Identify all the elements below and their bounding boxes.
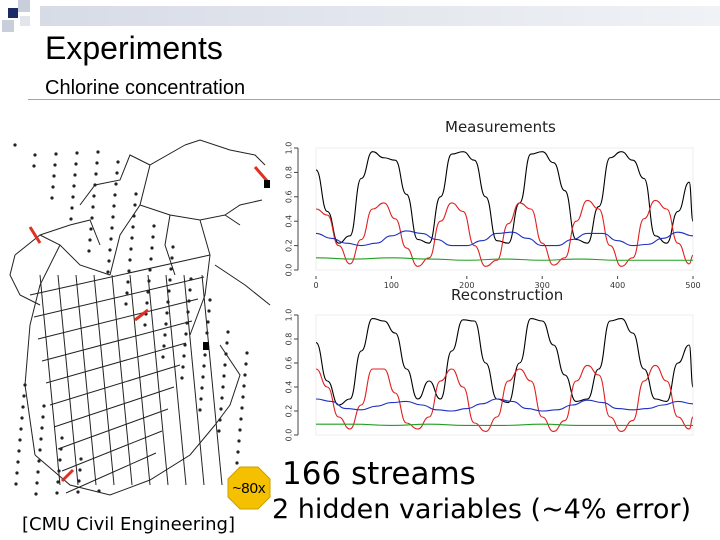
x-tick-label: 200 — [459, 281, 474, 290]
corner-decoration — [0, 0, 40, 40]
hidden-variables-text: 2 hidden variables (~4% error) — [272, 494, 692, 525]
x-tick-label: 500 — [685, 281, 700, 290]
series-line-0 — [315, 151, 694, 244]
series-line-0 — [315, 318, 694, 406]
y-tick-label: 0.0 — [285, 264, 294, 277]
series-line-1 — [315, 199, 694, 267]
y-tick-label: 0.2 — [285, 239, 294, 252]
series-line-3 — [315, 257, 693, 261]
pipe-network-image — [9, 139, 271, 496]
slide-subtitle: Chlorine concentration — [45, 77, 246, 99]
source-node-1 — [264, 180, 270, 188]
source-node-2 — [203, 342, 209, 350]
speedup-badge-shape — [227, 466, 271, 510]
y-tick-label: 1.0 — [285, 142, 294, 155]
y-tick-label: 0.4 — [285, 215, 294, 228]
x-tick-label: 300 — [535, 281, 550, 290]
series-line-2 — [315, 398, 694, 412]
y-tick-label: 0.6 — [285, 190, 294, 203]
y-tick-label: 0.4 — [285, 381, 294, 394]
y-tick-label: 0.2 — [285, 405, 294, 418]
header-bar — [40, 6, 720, 26]
sensor-arrows — [28, 166, 270, 483]
reconstruction-chart: 0.0 0.2 0.4 0.6 0.8 1.0 — [285, 309, 694, 442]
plot-area — [315, 147, 694, 271]
source-credit: [CMU Civil Engineering] — [22, 514, 235, 535]
plot-area — [315, 314, 694, 436]
pipe-lines — [9, 139, 271, 496]
series-line-1 — [315, 364, 694, 432]
y-tick-label: 0.8 — [285, 333, 294, 346]
reconstruction-label: Reconstruction — [451, 286, 564, 304]
series-line-2 — [315, 230, 694, 247]
slide-title: Experiments — [45, 30, 223, 66]
x-tick-label: 0 — [313, 281, 318, 290]
title-divider — [28, 99, 720, 100]
x-tick-label: 400 — [610, 281, 625, 290]
y-tick-label: 1.0 — [285, 309, 294, 322]
measurements-label: Measurements — [445, 118, 556, 136]
x-tick-label: 100 — [384, 281, 399, 290]
pipe-nodes — [13, 143, 249, 496]
measurements-chart: 0.0 0.2 0.4 0.6 0.8 1.0 0 100 200 300 400 500 — [285, 142, 701, 290]
streams-count: 166 streams — [282, 456, 476, 492]
y-tick-label: 0.0 — [285, 429, 294, 442]
speedup-badge: ~80x — [232, 480, 266, 497]
y-tick-label: 0.6 — [285, 357, 294, 370]
y-tick-label: 0.8 — [285, 166, 294, 179]
series-line-3 — [316, 423, 693, 426]
